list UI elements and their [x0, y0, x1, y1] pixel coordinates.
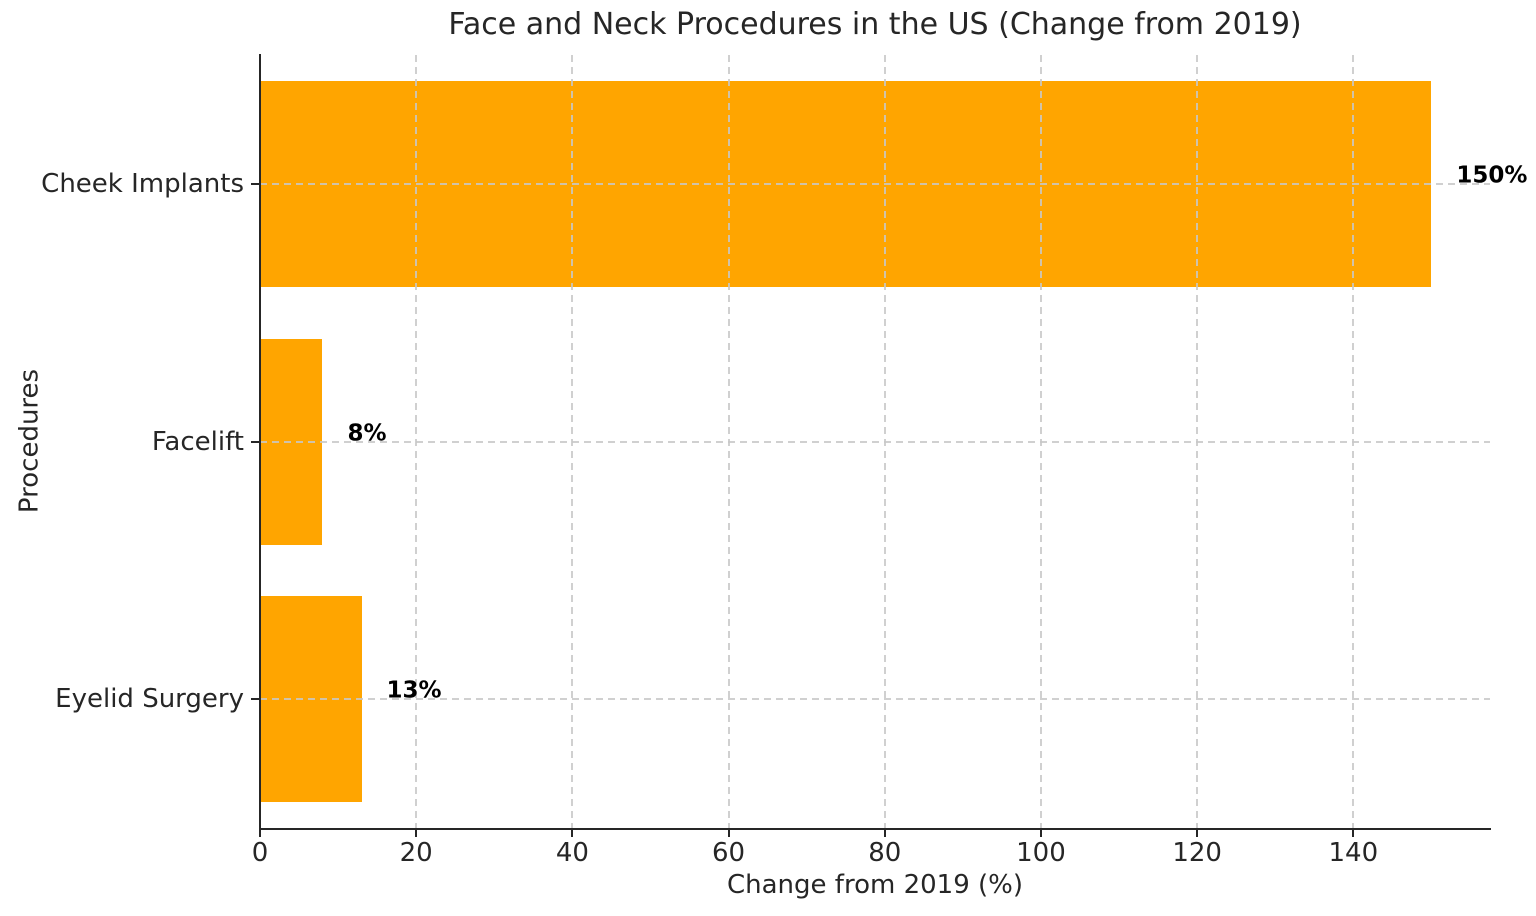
y-axis-label: Procedures [14, 368, 45, 514]
x-tick-label: 20 [399, 838, 433, 868]
gridline-vertical [1352, 55, 1355, 828]
chart-title: Face and Neck Procedures in the US (Chan… [448, 7, 1302, 42]
bar-value-label: 8% [347, 420, 387, 446]
y-tick-label: Eyelid Surgery [55, 684, 244, 715]
value-labels-layer: 150% 8% 13% [260, 55, 1527, 828]
x-axis-label: Change from 2019 (%) [726, 870, 1024, 900]
bar-eyelid-surgery [260, 596, 362, 803]
gridline-vertical [571, 55, 574, 828]
bar-value-label: 13% [386, 677, 442, 704]
x-tick-label: 120 [1172, 838, 1222, 868]
y-axis-spine [259, 54, 261, 829]
bar-cheek-implants [260, 80, 1432, 287]
x-tick-label: 140 [1328, 838, 1379, 868]
x-tick-label: 40 [555, 838, 589, 868]
axis-decorations-layer: 0 20 40 60 80 100 120 140 Cheek Implants Facelift… [41, 55, 1490, 866]
gridline-vertical [883, 55, 886, 828]
gridline-vertical [415, 55, 418, 828]
x-tick-label: 80 [868, 838, 902, 868]
gridline-horizontal [260, 182, 1490, 185]
bar-facelift [260, 338, 323, 545]
bars-layer [260, 55, 1490, 828]
gridline-vertical [1196, 55, 1199, 828]
y-tick-label: Cheek Implants [41, 168, 244, 199]
x-tick-label: 60 [712, 838, 746, 868]
x-tick-label: 0 [251, 838, 269, 868]
gridline-horizontal [260, 440, 1490, 443]
bar-value-label: 150% [1456, 162, 1528, 189]
y-tick-label: Facelift [151, 426, 244, 457]
x-tick-label: 100 [1016, 838, 1066, 868]
gridline-horizontal [260, 698, 1490, 701]
gridline-vertical [1039, 55, 1042, 828]
grid-layer [259, 55, 1490, 828]
gridline-vertical [727, 55, 730, 828]
plot-area: 0 20 40 60 80 100 120 140 Cheek Implants Facelift… [41, 55, 1527, 866]
x-axis-spine [259, 828, 1491, 830]
